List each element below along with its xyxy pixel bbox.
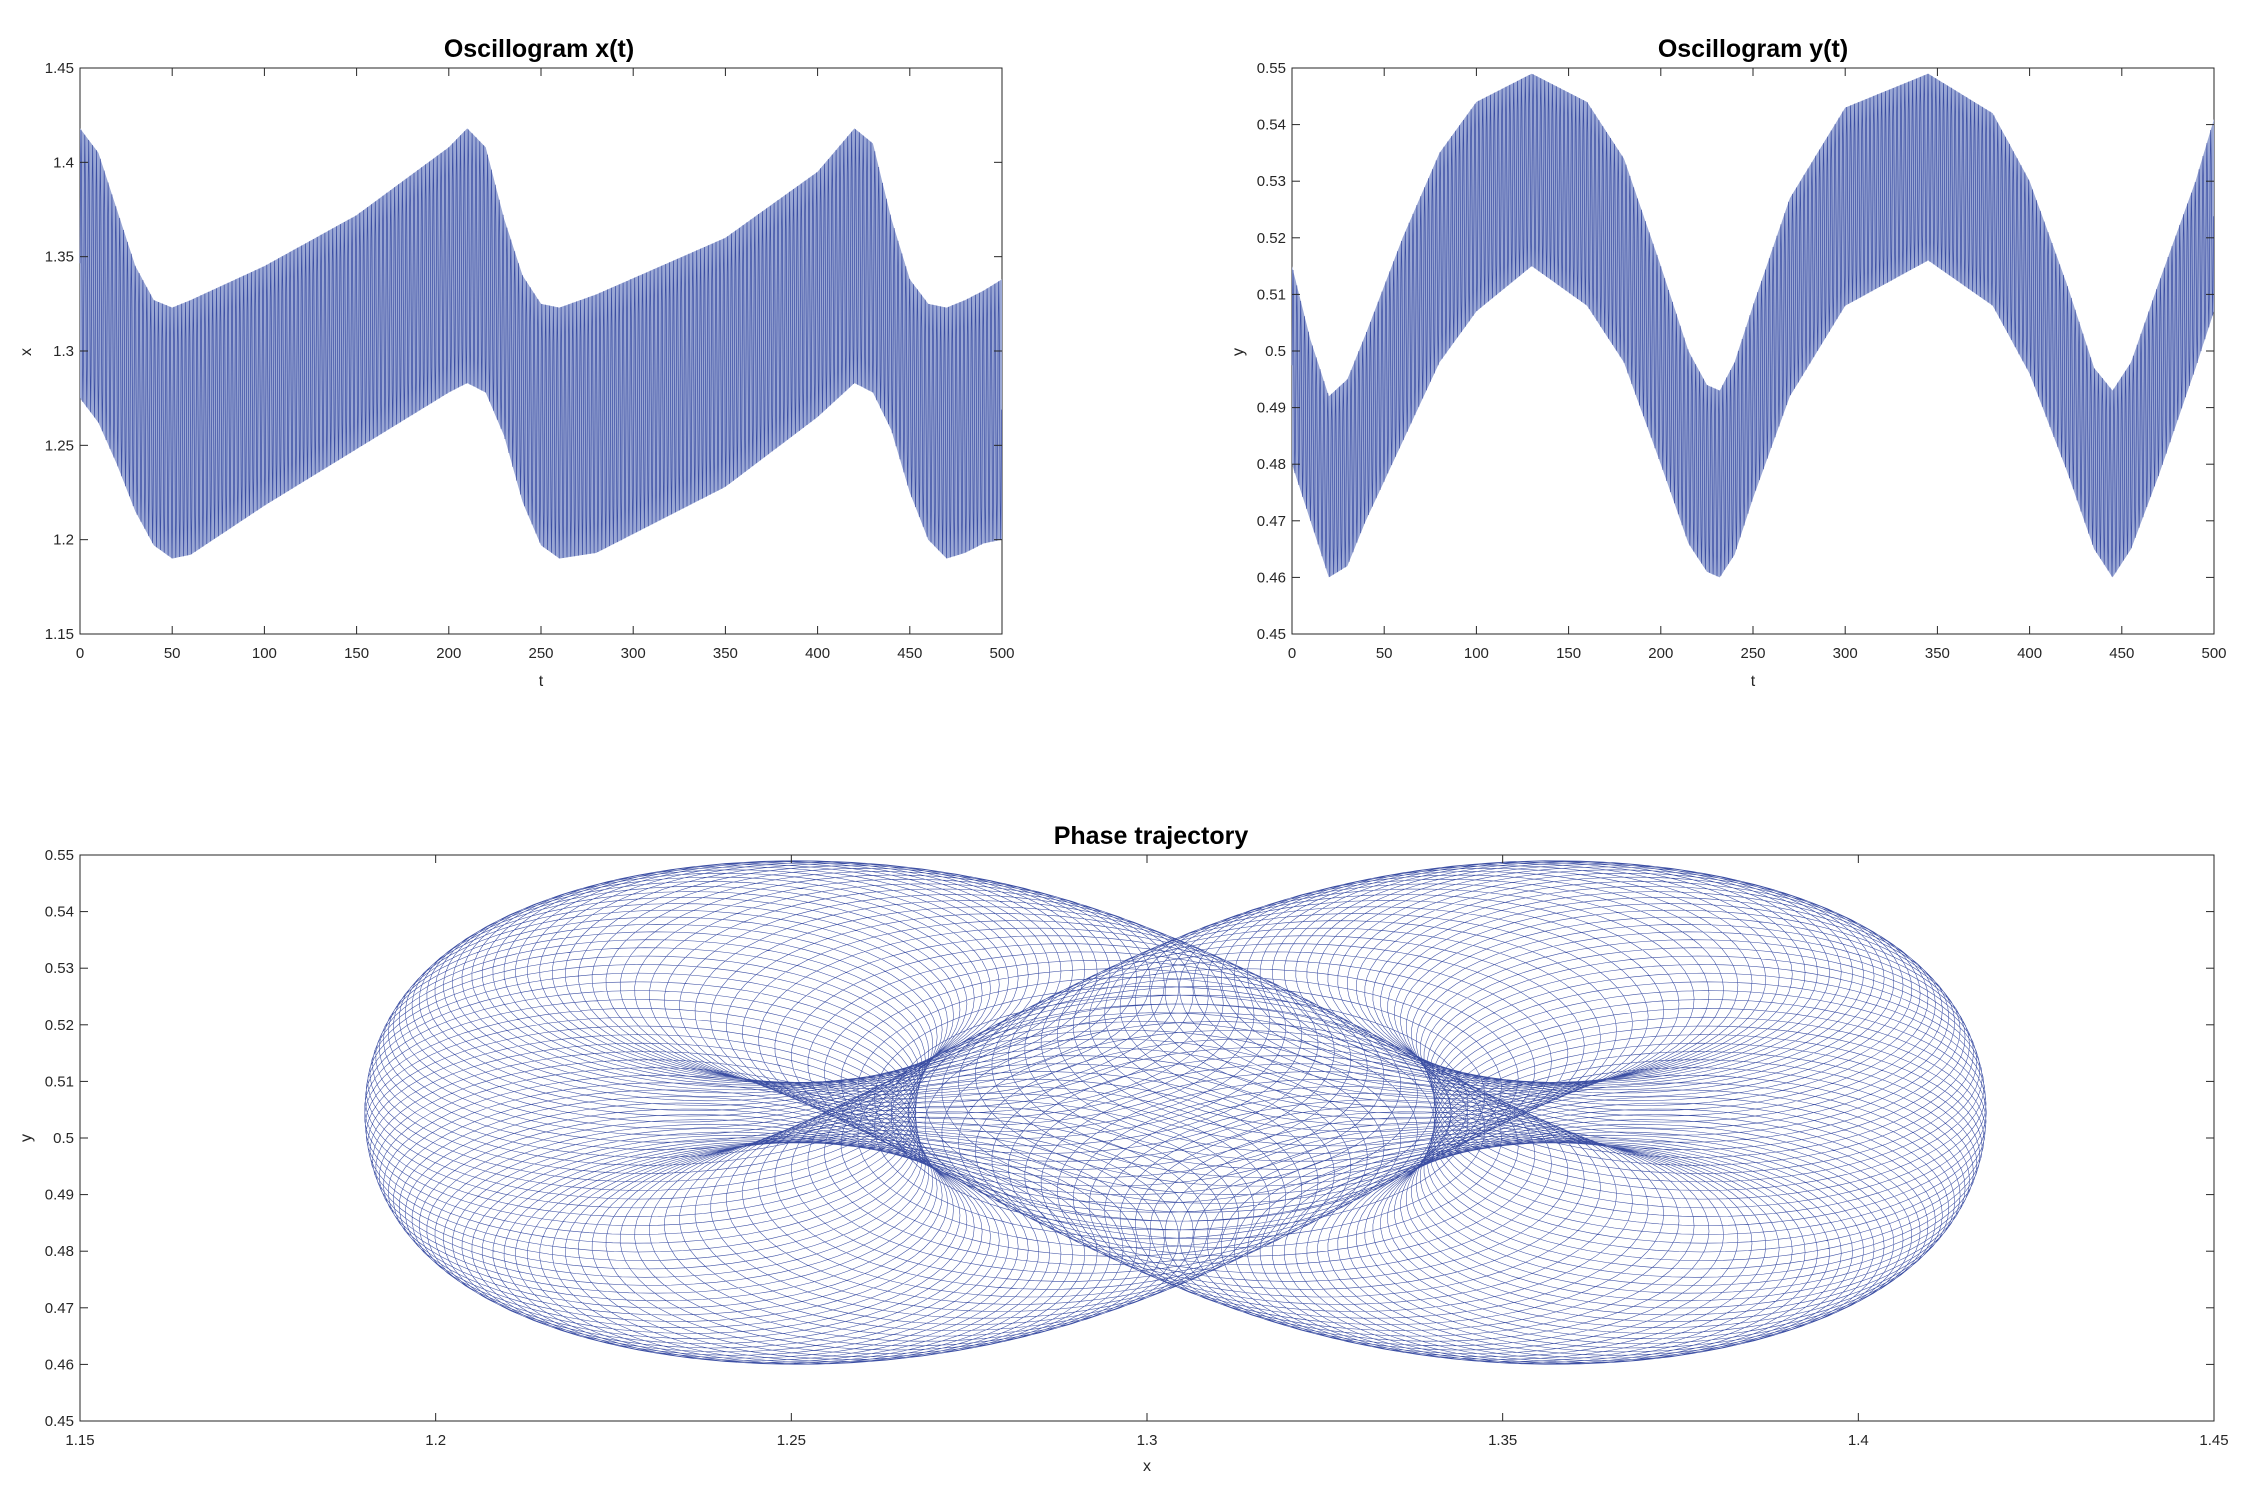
ticks-osc-y: 0 50 100 150 200 250 300 350 400 450 500 0.45 0.46 0.…	[1257, 60, 2227, 662]
x-tick-label: 1.2	[425, 1432, 446, 1449]
x-tick-label: 500	[989, 645, 1014, 662]
panel-oscillogram-y: Oscillogram y(t) 0 50 100 150 200 250 300 350 40…	[1230, 35, 2227, 690]
y-tick-label: 0.46	[1257, 569, 1286, 586]
x-tick-label: 1.4	[1848, 1432, 1869, 1449]
x-tick-label: 100	[1464, 645, 1489, 662]
y-tick-label: 0.51	[45, 1073, 74, 1090]
x-tick-label: 500	[2201, 645, 2226, 662]
y-tick-label: 0.52	[1257, 230, 1286, 247]
series-line	[1291, 73, 2214, 577]
y-tick-label: 1.4	[53, 154, 74, 171]
x-tick-label: 1.35	[1488, 1432, 1517, 1449]
series-line	[79, 129, 1002, 559]
y-tick-label: 0.54	[1257, 117, 1286, 134]
x-tick-label: 50	[1376, 645, 1393, 662]
series-y-t	[1291, 73, 2214, 578]
xlabel-osc-y: t	[1751, 673, 1756, 690]
y-tick-label: 0.48	[1257, 456, 1286, 473]
x-tick-label: 200	[1648, 645, 1673, 662]
x-tick-label: 100	[252, 645, 277, 662]
plot-frame-phase	[79, 854, 2215, 1422]
x-tick-label: 1.45	[2199, 1432, 2228, 1449]
y-tick-label: 0.46	[45, 1356, 74, 1373]
x-tick-label: 1.3	[1137, 1432, 1158, 1449]
x-tick-label: 150	[1556, 645, 1581, 662]
y-tick-label: 0.47	[45, 1300, 74, 1317]
y-tick-label: 0.49	[45, 1187, 74, 1204]
y-tick-label: 0.47	[1257, 513, 1286, 530]
title-osc-x: Oscillogram x(t)	[444, 35, 634, 63]
x-tick-label: 450	[2109, 645, 2134, 662]
panel-oscillogram-x: Oscillogram x(t) 0 50 100 150 200 250 300 350 40…	[18, 35, 1015, 690]
x-tick-label: 350	[1925, 645, 1950, 662]
ylabel-osc-y: y	[1230, 348, 1247, 356]
y-tick-label: 0.49	[1257, 400, 1286, 417]
y-tick-label: 1.2	[53, 532, 74, 549]
x-tick-label: 400	[805, 645, 830, 662]
y-tick-label: 1.3	[53, 343, 74, 360]
x-tick-label: 150	[344, 645, 369, 662]
y-tick-label: 0.53	[1257, 173, 1286, 190]
ticks-phase: 1.15 1.2 1.25 1.3 1.35 1.4 1.45 0.45 0.46 0.47 0.4…	[45, 847, 2229, 1449]
x-tick-label: 50	[164, 645, 181, 662]
y-tick-label: 1.25	[45, 437, 74, 454]
y-tick-label: 0.55	[1257, 60, 1286, 77]
panel-phase-trajectory: Phase trajectory 1.15 1.2 1.25 1.3 1.35 1.4 1.…	[18, 822, 2229, 1475]
y-tick-label: 1.15	[45, 626, 74, 643]
x-tick-label: 1.15	[65, 1432, 94, 1449]
x-tick-label: 0	[1288, 645, 1296, 662]
xlabel-phase: x	[1143, 1458, 1151, 1475]
x-tick-label: 450	[897, 645, 922, 662]
y-tick-label: 0.48	[45, 1243, 74, 1260]
ticks-osc-x: 0 50 100 150 200 250 300 350 400 450 500 1.15 1.2 1.2…	[45, 60, 1015, 662]
x-tick-label: 200	[436, 645, 461, 662]
title-phase: Phase trajectory	[1054, 822, 1249, 850]
ylabel-phase: y	[18, 1134, 35, 1142]
y-tick-label: 0.55	[45, 847, 74, 864]
xlabel-osc-x: t	[539, 673, 544, 690]
x-tick-label: 250	[1740, 645, 1765, 662]
x-tick-label: 1.25	[777, 1432, 806, 1449]
x-tick-label: 0	[76, 645, 84, 662]
y-tick-label: 0.52	[45, 1017, 74, 1034]
series-x-t	[79, 128, 1002, 559]
x-tick-label: 300	[621, 645, 646, 662]
y-tick-label: 0.54	[45, 904, 74, 921]
x-tick-label: 250	[528, 645, 553, 662]
x-tick-label: 350	[713, 645, 738, 662]
ylabel-osc-x: x	[18, 348, 35, 356]
y-tick-label: 0.5	[1265, 343, 1286, 360]
y-tick-label: 0.5	[53, 1130, 74, 1147]
x-tick-label: 300	[1833, 645, 1858, 662]
y-tick-label: 0.53	[45, 960, 74, 977]
y-tick-label: 1.45	[45, 60, 74, 77]
x-tick-label: 400	[2017, 645, 2042, 662]
series-line	[364, 860, 1987, 1365]
y-tick-label: 1.35	[45, 249, 74, 266]
y-tick-label: 0.45	[45, 1413, 74, 1430]
y-tick-label: 0.45	[1257, 626, 1286, 643]
y-tick-label: 0.51	[1257, 286, 1286, 303]
title-osc-y: Oscillogram y(t)	[1658, 35, 1848, 63]
series-phase-trajectory	[364, 860, 1987, 1365]
